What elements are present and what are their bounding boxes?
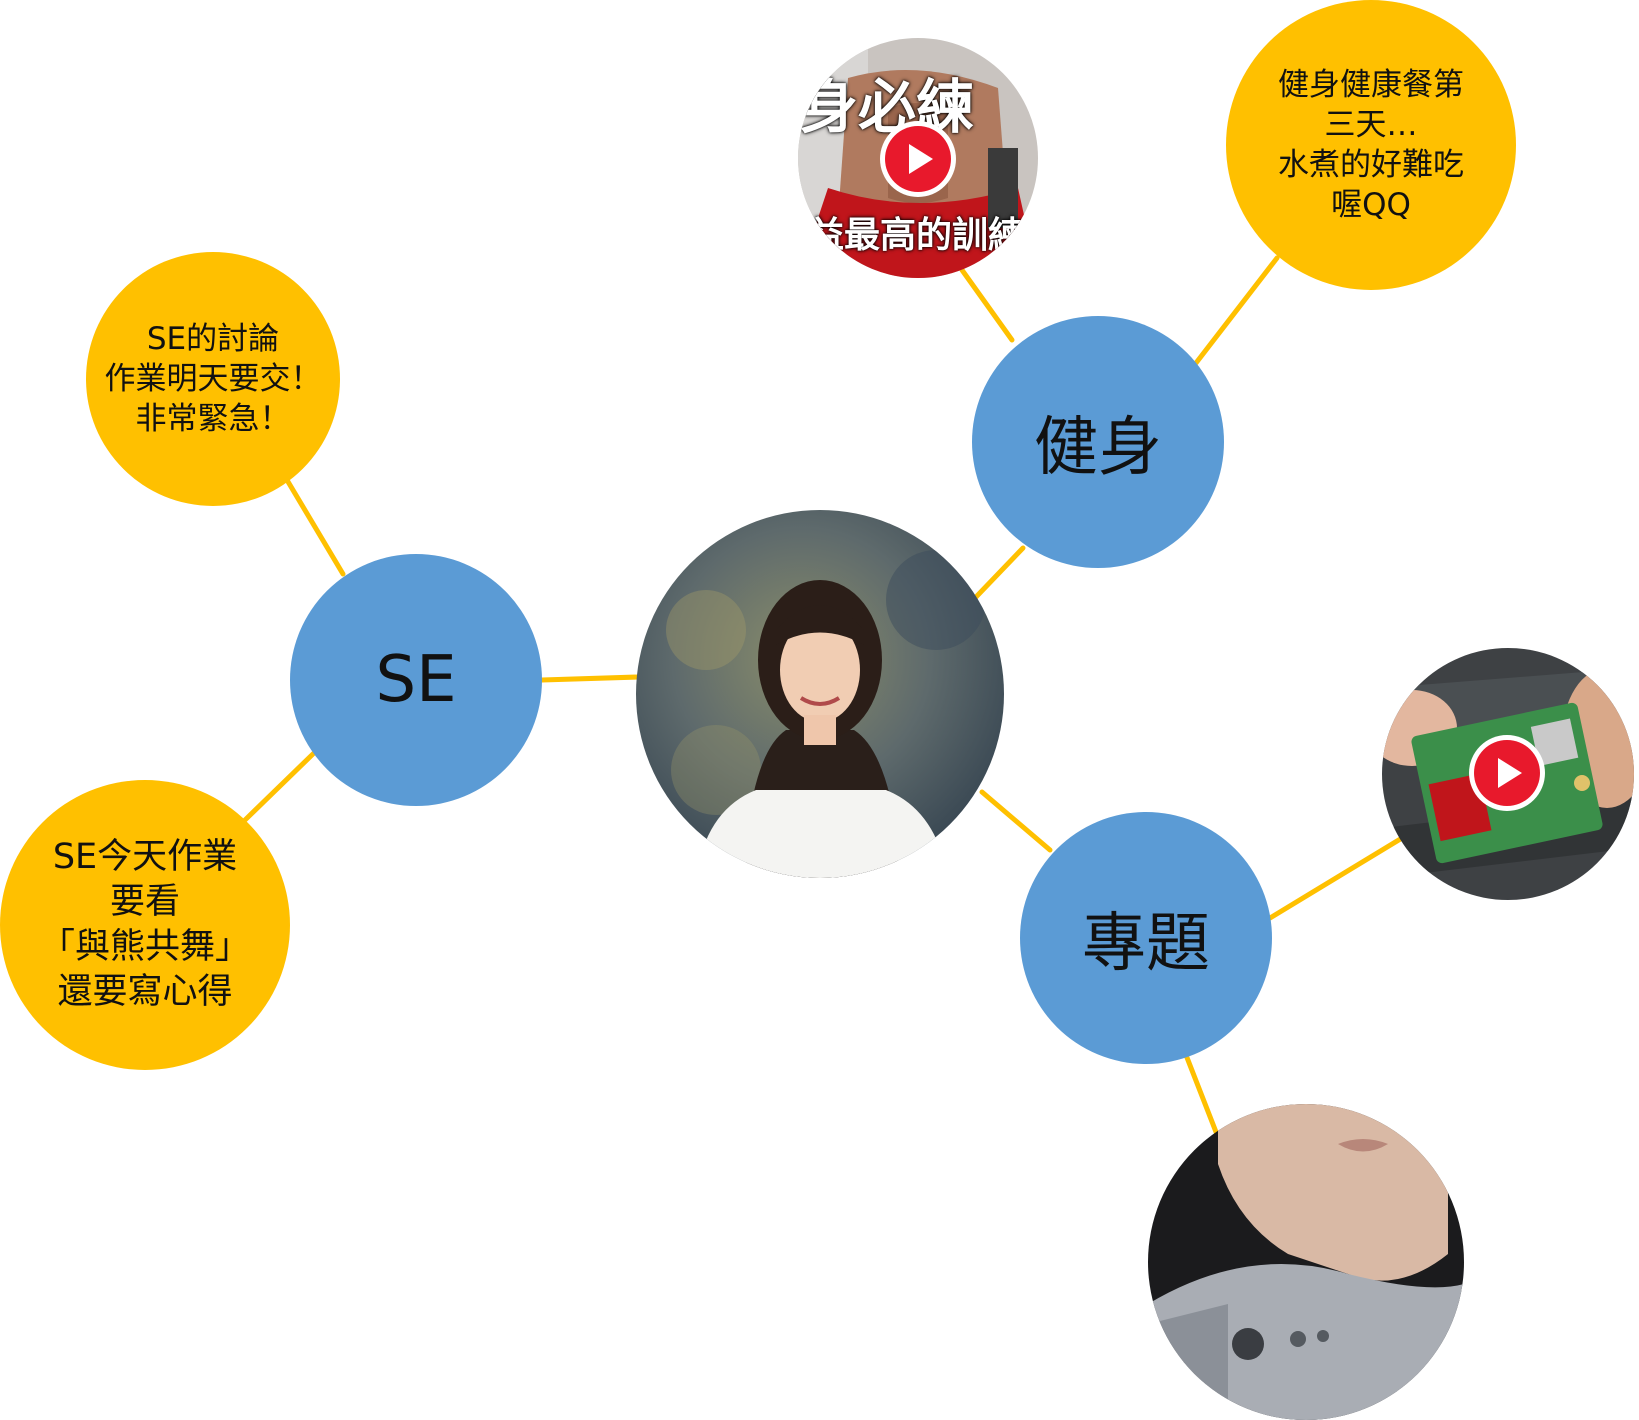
project-video-thumbnail[interactable] [1382,648,1634,900]
project-image-thumbnail[interactable] [1148,1104,1464,1420]
edge-se-discussion [284,477,346,577]
photo-thumbnail [1148,1104,1464,1420]
note-se-discussion[interactable]: SE的討論 作業明天要交！ 非常緊急！ [86,252,340,506]
fitness-video-title: 身必練 [800,73,975,141]
topic-project-label: 專題 [1082,907,1210,981]
edge-project-image [1183,1052,1219,1135]
profile-photo[interactable] [636,510,1004,878]
edge-se-homework [242,749,318,823]
note-fitness-meal-text: 健身健康餐第 三天… 水煮的好難吃 喔QQ [1278,67,1464,223]
edge-center-se [539,674,641,683]
topic-se[interactable]: SE [290,554,542,806]
note-fitness-meal[interactable]: 健身健康餐第 三天… 水煮的好難吃 喔QQ [1226,0,1516,290]
profile-photo-icon [636,510,1004,878]
note-se-homework[interactable]: SE今天作業 要看 「與熊共舞」 還要寫心得 [0,780,290,1070]
note-se-homework-text: SE今天作業 要看 「與熊共舞」 還要寫心得 [39,837,250,1012]
fitness-video-thumbnail[interactable]: 身必練 益最高的訓練 [798,38,1038,278]
edge-fitness-meal [1193,255,1280,366]
edge-center-fitness [973,545,1026,600]
edge-project-video [1267,835,1405,921]
topic-se-label: SE [375,643,457,717]
fitness-video-caption: 益最高的訓練 [808,215,1025,256]
play-icon[interactable] [885,126,951,192]
note-se-discussion-text: SE的討論 作業明天要交！ 非常緊急！ [104,321,322,437]
topic-fitness[interactable]: 健身 [972,316,1224,568]
topic-fitness-label: 健身 [1034,411,1162,485]
play-icon[interactable] [1474,740,1540,806]
edge-fitness-video [959,267,1015,343]
topic-project[interactable]: 專題 [1020,812,1272,1064]
edge-center-project [979,789,1053,853]
project-video-image [1382,648,1634,900]
